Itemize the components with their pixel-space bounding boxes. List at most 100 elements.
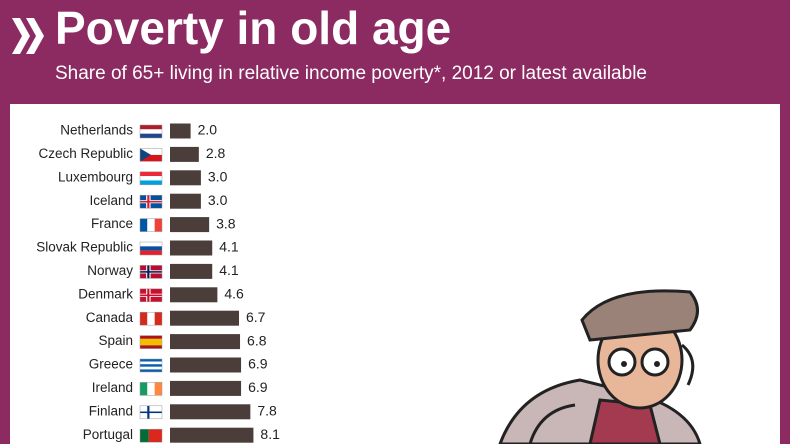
- flag-stripe: [140, 364, 162, 367]
- title: Poverty in old age: [55, 2, 451, 54]
- flag: [139, 358, 163, 373]
- flag-stripe: [140, 382, 148, 396]
- bar: [170, 427, 254, 443]
- flag: [139, 382, 163, 396]
- category-label: Portugal: [83, 427, 133, 442]
- category-label: Norway: [87, 263, 133, 278]
- category-label: Finland: [89, 403, 133, 418]
- flag-stripe: [140, 246, 162, 251]
- flag-stripe: [148, 429, 162, 443]
- flag: [139, 241, 163, 256]
- value-label: 3.0: [208, 169, 228, 185]
- flag-border: [139, 311, 163, 326]
- flag-stripe: [140, 366, 162, 370]
- value-label: 6.9: [248, 356, 268, 372]
- flag-stripe: [147, 312, 155, 326]
- bar: [170, 193, 201, 209]
- flag-stripe: [140, 180, 162, 185]
- flag: [139, 194, 163, 209]
- flag: [139, 148, 163, 162]
- subtitle: Share of 65+ living in relative income p…: [55, 63, 647, 84]
- value-label: 4.1: [219, 239, 239, 255]
- category-label: Netherlands: [60, 123, 133, 138]
- flag-border: [139, 382, 163, 396]
- value-label: 2.8: [206, 145, 226, 161]
- flag-stripe: [140, 154, 162, 162]
- value-label: 2.0: [198, 122, 218, 138]
- category-label: Czech Republic: [38, 146, 133, 161]
- flag-stripe: [140, 361, 162, 365]
- flag: [139, 265, 163, 279]
- flag-stripe: [140, 176, 162, 181]
- cartoon: [498, 289, 702, 444]
- flag: [139, 311, 163, 326]
- value-label: 6.9: [248, 379, 268, 395]
- flag-stripe: [140, 411, 162, 414]
- bar: [170, 240, 213, 256]
- bar: [170, 217, 210, 233]
- flag-border: [139, 148, 163, 162]
- bar: [170, 334, 241, 350]
- flag: [139, 335, 163, 349]
- flag-stripe: [147, 382, 155, 396]
- category-label: Ireland: [92, 380, 133, 395]
- bar: [170, 146, 199, 162]
- flag-stripe: [140, 133, 162, 138]
- flag-stripe: [154, 218, 162, 232]
- value-label: 6.7: [246, 309, 266, 325]
- value-label: 3.0: [208, 192, 228, 208]
- bar: [170, 123, 191, 139]
- value-label: 7.8: [257, 403, 277, 419]
- flag-stripe: [140, 250, 162, 255]
- flag-stripe: [140, 429, 149, 443]
- flag-stripe: [140, 345, 162, 349]
- flag-stripe: [140, 171, 162, 177]
- bar: [170, 287, 218, 303]
- category-label: Spain: [98, 333, 133, 348]
- flag-stripe: [140, 335, 162, 339]
- flag-stripe: [140, 359, 162, 362]
- category-label: France: [91, 216, 133, 231]
- flag-border: [139, 335, 163, 349]
- flag-stripe: [140, 148, 151, 162]
- flag-border: [139, 171, 163, 186]
- flag-stripe: [140, 312, 148, 326]
- flag: [139, 288, 163, 303]
- flag-border: [139, 218, 163, 232]
- value-label: 3.8: [216, 215, 236, 231]
- flag-stripe: [140, 148, 162, 155]
- flag-stripe: [140, 125, 162, 130]
- flag-stripe: [140, 338, 162, 346]
- flag-stripe: [154, 312, 162, 326]
- bar: [170, 380, 242, 396]
- value-label: 6.8: [247, 332, 267, 348]
- category-label: Iceland: [89, 193, 133, 208]
- flag-stripe: [140, 294, 162, 297]
- flag: [139, 171, 163, 186]
- bar: [170, 170, 201, 186]
- logo: [12, 18, 44, 54]
- category-label: Greece: [89, 357, 133, 372]
- flag-stripe: [140, 242, 162, 247]
- category-label: Denmark: [78, 286, 133, 301]
- flag-stripe: [140, 218, 148, 232]
- flag-border: [139, 124, 163, 139]
- value-label: 4.6: [224, 286, 244, 302]
- flag: [139, 405, 163, 420]
- flag-stripe: [154, 382, 162, 396]
- category-label: Canada: [86, 310, 134, 325]
- bar: [170, 404, 251, 420]
- flag-border: [139, 428, 163, 443]
- flag: [139, 218, 163, 232]
- flag-border: [139, 194, 163, 209]
- flag-border: [139, 265, 163, 279]
- value-label: 4.1: [219, 262, 239, 278]
- flag-stripe: [140, 369, 162, 372]
- flag-stripe: [140, 200, 162, 203]
- flag-border: [139, 288, 163, 303]
- flag-border: [139, 405, 163, 420]
- flag: [139, 428, 163, 443]
- bar: [170, 310, 240, 326]
- category-label: Luxembourg: [58, 169, 133, 184]
